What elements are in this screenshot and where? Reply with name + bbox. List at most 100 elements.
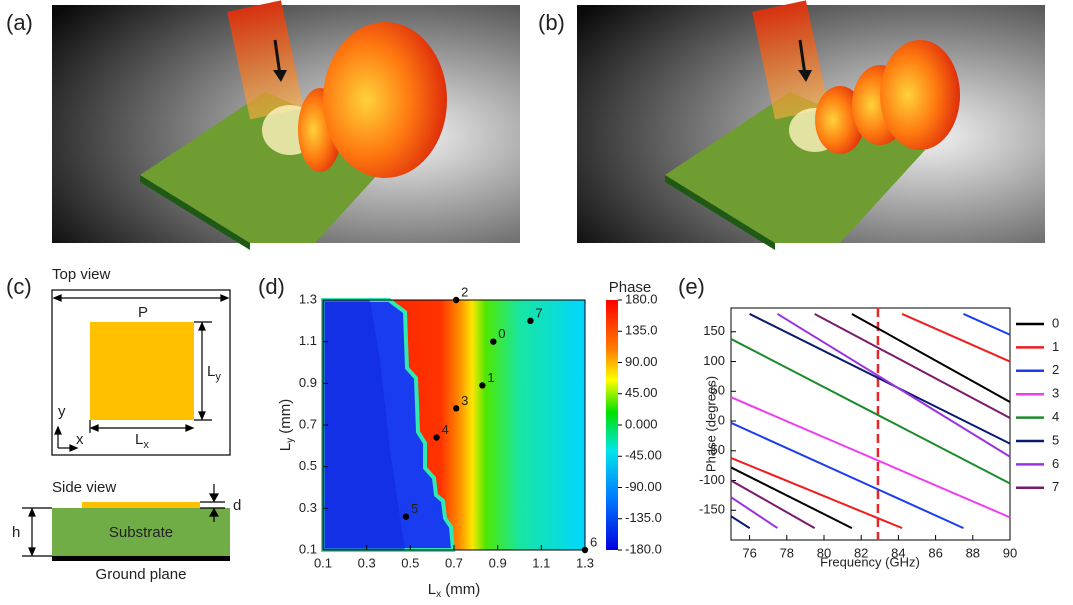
x-tick-label: 0.3 — [358, 555, 376, 570]
series-line — [731, 314, 1010, 528]
colorbar-tick-label: 45.00 — [625, 385, 658, 400]
colorbar-tick-label: -90.00 — [625, 479, 662, 494]
series-line — [731, 397, 1010, 517]
panel-label: (a) — [6, 10, 33, 35]
x-tick-label: 82 — [854, 545, 868, 560]
diagram-label: Lx — [135, 431, 149, 451]
diagram-label: y — [215, 371, 221, 383]
x-tick-label: 86 — [928, 545, 942, 560]
y-tick-label: 0 — [718, 412, 725, 427]
y-tick-label: 1.1 — [299, 333, 317, 348]
point-label: 0 — [498, 326, 505, 341]
x-tick-label: 88 — [966, 545, 980, 560]
legend-label: 2 — [1052, 362, 1059, 377]
series-line — [731, 314, 1010, 528]
data-point — [479, 382, 485, 388]
y-tick-label: -50 — [706, 442, 725, 457]
y-tick-label: 50 — [711, 383, 725, 398]
x-tick-label: 78 — [780, 545, 794, 560]
y-tick-label: 0.1 — [299, 541, 317, 556]
render-a — [52, 0, 520, 250]
legend-label: 5 — [1052, 432, 1059, 447]
panel-label: (c) — [6, 274, 32, 299]
data-point — [582, 547, 588, 553]
point-label: 3 — [461, 393, 468, 408]
y-tick-label: 0.3 — [299, 500, 317, 515]
y-tick-label: 0.5 — [299, 458, 317, 473]
point-label: 1 — [487, 370, 494, 385]
colorbar-tick-label: 180.0 — [625, 291, 658, 306]
data-point — [453, 405, 459, 411]
legend-label: 0 — [1052, 315, 1059, 330]
legend-label: 4 — [1052, 409, 1059, 424]
y-tick-label: 100 — [703, 353, 725, 368]
diagram-label: L — [207, 363, 215, 380]
phase-field — [323, 300, 585, 550]
diagram-label: Ly — [207, 363, 221, 383]
diagram-label: x — [143, 439, 149, 451]
diagram-label: Substrate — [109, 524, 173, 541]
diagram-label: Side view — [52, 479, 116, 496]
panel-label: (d) — [258, 274, 285, 299]
diagram-label: L — [135, 431, 143, 448]
series-line — [731, 314, 1010, 528]
series-line — [731, 339, 1010, 484]
legend-label: 3 — [1052, 386, 1059, 401]
x-tick-label: 0.7 — [445, 555, 463, 570]
data-point — [403, 513, 409, 519]
x-axis-label: Lx (mm) — [428, 581, 481, 600]
x-tick-label: 0.9 — [489, 555, 507, 570]
colorbar — [606, 300, 618, 550]
point-label: 7 — [535, 305, 542, 320]
x-tick-label: 80 — [817, 545, 831, 560]
colorbar-tick-label: -135.0 — [625, 510, 662, 525]
point-label: 2 — [461, 284, 468, 299]
legend-label: 1 — [1052, 339, 1059, 354]
colorbar-tick-label: -45.00 — [625, 448, 662, 463]
colorbar-tick-label: 135.0 — [625, 323, 658, 338]
y-axis-label: (mm) — [277, 399, 294, 438]
render-b — [577, 0, 1045, 250]
diagram-label: x — [76, 431, 84, 448]
x-tick-label: 90 — [1003, 545, 1017, 560]
y-tick-label: 0.9 — [299, 375, 317, 390]
series-line — [731, 314, 1010, 528]
point-label: 4 — [442, 422, 449, 437]
colorbar-tick-label: 0.000 — [625, 416, 658, 431]
diagram-label: y — [58, 403, 66, 420]
diagram-label: P — [138, 304, 148, 321]
colorbar-tick-label: -180.0 — [625, 541, 662, 556]
x-tick-label: 0.1 — [314, 555, 332, 570]
y-tick-label: -100 — [699, 472, 725, 487]
x-axis-label: (mm) — [441, 581, 480, 598]
colorbar-tick-label: 90.00 — [625, 354, 658, 369]
x-tick-label: 0.5 — [401, 555, 419, 570]
panel-label: (b) — [538, 10, 565, 35]
y-tick-label: 0.7 — [299, 416, 317, 431]
data-point — [433, 434, 439, 440]
y-axis-label: Ly (mm) — [277, 399, 296, 452]
point-label: 5 — [411, 501, 418, 516]
data-point — [453, 297, 459, 303]
diagram-label: Ground plane — [96, 566, 187, 583]
x-tick-label: 84 — [891, 545, 905, 560]
y-tick-label: 150 — [703, 323, 725, 338]
x-tick-label: 1.1 — [532, 555, 550, 570]
legend-label: 6 — [1052, 456, 1059, 471]
panel-label: (e) — [678, 274, 705, 299]
unit-cell-diagram — [22, 290, 230, 561]
x-tick-label: 76 — [742, 545, 756, 560]
y-tick-label: 1.3 — [299, 291, 317, 306]
y-tick-label: -150 — [699, 502, 725, 517]
series-line — [731, 314, 1010, 528]
point-label: 6 — [590, 534, 597, 549]
diagram-label: d — [233, 497, 241, 514]
legend-label: 7 — [1052, 479, 1059, 494]
diagram-label: Top view — [52, 266, 111, 283]
data-point — [490, 338, 496, 344]
x-tick-label: 1.3 — [576, 555, 594, 570]
diagram-label: h — [12, 524, 20, 541]
data-point — [527, 318, 533, 324]
x-axis-label: L — [428, 581, 436, 598]
y-axis-label: L — [277, 443, 294, 451]
